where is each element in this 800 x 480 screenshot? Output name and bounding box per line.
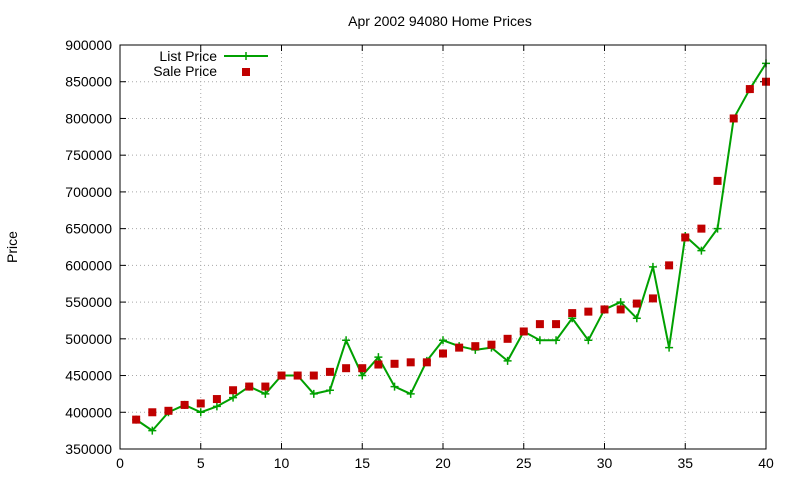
list-price-point — [229, 393, 238, 402]
x-tick-label: 10 — [274, 455, 290, 471]
sale-price-point — [552, 320, 561, 329]
sale-price-point — [471, 342, 480, 351]
data-series — [132, 59, 770, 435]
list-price-point — [325, 386, 334, 395]
y-tick-label: 700000 — [65, 184, 112, 200]
sale-price-point — [245, 382, 254, 391]
y-tick-label: 350000 — [65, 441, 112, 457]
list-price-point — [713, 224, 722, 233]
list-price-point — [342, 336, 351, 345]
sale-price-point — [390, 359, 399, 368]
y-tick-label: 450000 — [65, 368, 112, 384]
x-tick-label: 20 — [435, 455, 451, 471]
x-tick-label: 35 — [677, 455, 693, 471]
sale-price-point — [196, 399, 205, 408]
list-price-point — [374, 353, 383, 362]
sale-price-point — [455, 343, 464, 352]
sale-price-point — [439, 349, 447, 358]
sale-price-point — [665, 261, 674, 270]
sale-price-point — [729, 114, 738, 123]
sale-price-point — [697, 224, 706, 233]
y-tick-label: 800000 — [65, 110, 112, 126]
sale-price-point — [277, 371, 286, 380]
list-price-point — [439, 336, 447, 345]
sale-price-point — [342, 364, 351, 373]
chart-title: Apr 2002 94080 Home Prices — [348, 13, 532, 29]
y-tick-label: 400000 — [65, 404, 112, 420]
sale-price-point — [519, 327, 528, 336]
list-price-point — [552, 336, 561, 345]
sale-price-point — [358, 364, 367, 373]
sale-price-point — [632, 299, 641, 308]
sale-price-point — [584, 307, 593, 316]
list-price-point — [390, 382, 399, 391]
sale-price-point — [648, 294, 657, 303]
sale-price-point — [293, 371, 302, 380]
list-price-line — [135, 62, 767, 432]
sale-price-point — [713, 176, 722, 185]
list-price-point — [632, 314, 641, 323]
sale-price-point — [616, 305, 625, 314]
y-tick-label: 750000 — [65, 147, 112, 163]
list-price-point — [196, 408, 205, 417]
x-tick-label: 0 — [116, 455, 124, 471]
list-price-point — [648, 262, 657, 271]
sale-price-point — [374, 360, 383, 369]
y-tick-label: 500000 — [65, 331, 112, 347]
legend-label-list-price: List Price — [159, 48, 217, 64]
x-tick-label: 30 — [597, 455, 613, 471]
sale-price-point — [148, 408, 157, 417]
sale-price-point — [309, 371, 318, 380]
y-tick-label: 900000 — [65, 37, 112, 53]
sale-price-point — [503, 334, 512, 343]
list-price-point — [261, 389, 270, 398]
list-price-point — [616, 298, 625, 307]
x-tick-label: 15 — [354, 455, 370, 471]
sale-price-point — [745, 85, 754, 94]
y-tick-label: 550000 — [65, 294, 112, 310]
sale-price-point — [325, 367, 334, 376]
axis-ticks: 350000 400000 450000 500000 550000 600000 6500… — [65, 37, 774, 471]
plot-frame — [119, 44, 767, 450]
list-price-point — [535, 336, 544, 345]
list-price-point — [406, 389, 415, 398]
list-price-point — [358, 371, 367, 380]
legend-marker-list-price — [242, 52, 250, 60]
x-tick-label: 5 — [197, 455, 205, 471]
sale-price-point — [535, 320, 544, 329]
grid — [120, 45, 766, 449]
list-price-point — [309, 389, 318, 398]
sale-price-point — [164, 406, 173, 415]
sale-price-point — [132, 415, 141, 424]
y-axis-label: Price — [4, 231, 20, 263]
sale-price-point — [568, 309, 577, 318]
sale-price-point — [600, 305, 609, 314]
list-price-point — [212, 402, 221, 411]
x-tick-label: 25 — [516, 455, 532, 471]
list-price-point — [503, 356, 512, 365]
y-tick-label: 850000 — [65, 74, 112, 90]
y-tick-label: 650000 — [65, 221, 112, 237]
sale-price-point — [681, 233, 690, 242]
list-price-point — [584, 336, 593, 345]
sale-price-point — [180, 400, 189, 409]
sale-price-point — [212, 395, 221, 404]
sale-price-point — [406, 358, 415, 367]
x-tick-label: 40 — [758, 455, 774, 471]
y-tick-label: 600000 — [65, 257, 112, 273]
sale-price-point — [487, 340, 496, 349]
sale-price-point — [261, 382, 270, 391]
list-price-point — [148, 426, 157, 435]
sale-price-point — [422, 358, 431, 367]
legend-label-sale-price: Sale Price — [153, 63, 217, 79]
list-price-point — [697, 246, 706, 255]
list-price-point — [665, 343, 674, 352]
legend-marker-sale-price — [242, 68, 250, 76]
sale-price-point — [229, 386, 238, 395]
